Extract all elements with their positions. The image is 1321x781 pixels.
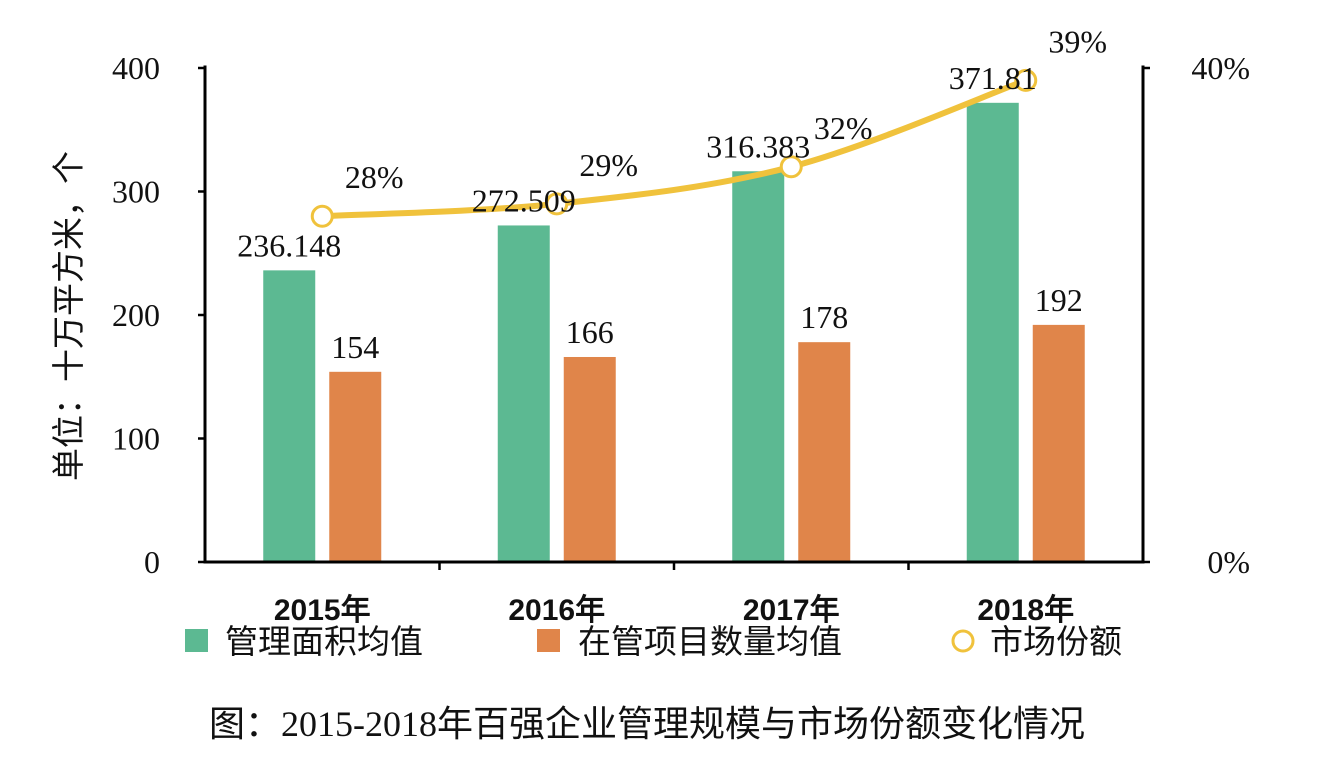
management-area-bar [263,270,316,562]
legend-swatch-project-count [537,629,560,652]
y-tick-label: 100 [112,421,160,457]
y2-tick-label: 40% [1191,50,1250,86]
market-share-value-label: 32% [814,110,873,146]
y2-tick-label: 0% [1207,544,1250,580]
legend-label-market-share: 市场份额 [990,623,1122,660]
market-share-value-label: 29% [579,147,638,183]
y-tick-label: 300 [112,174,160,210]
y-tick-label: 200 [112,297,160,333]
y-tick-label: 0 [144,544,160,580]
x-tick-label: 2017年 [743,594,840,627]
market-share-point [1014,68,1038,92]
management-area-value-label: 371.81 [949,60,1037,96]
project-count-bar [1032,324,1085,562]
project-count-bar [329,371,382,562]
legend-item-project-count: 在管项目数量均值 [537,623,842,660]
y-tick-label: 400 [112,50,160,86]
project-count-value-label: 166 [566,314,614,350]
management-area-value-label: 316.383 [706,128,810,164]
legend-label-project-count: 在管项目数量均值 [578,623,842,660]
management-area-bar [732,171,785,562]
y-axis-title: 单位：十万平方米，个 [50,151,87,481]
legend-swatch-management-area [185,629,208,652]
x-tick-label: 2016年 [508,594,605,627]
legend-item-management-area: 管理面积均值 [185,623,423,660]
legend: 管理面积均值 在管项目数量均值 市场份额 [185,623,1122,660]
management-area-value-label: 272.509 [472,182,576,218]
legend-marker-market-share [951,629,975,653]
legend-label-management-area: 管理面积均值 [225,623,423,660]
market-share-value-label: 28% [345,159,404,195]
data-labels-layer: 236.148 272.509 316.383 371.81 154 166 178 192 2… [237,23,1107,364]
ticks-layer: 0 100 200 300 400 0% 40% 2015年 2016年 2017年 2018年 [112,50,1250,627]
management-area-bar [497,225,550,562]
management-area-value-label: 236.148 [237,227,341,263]
market-share-point [545,192,569,216]
project-count-bar [563,356,616,562]
market-share-point [310,204,334,228]
project-count-value-label: 192 [1035,282,1083,318]
bars-layer [263,102,1085,563]
project-count-value-label: 154 [331,329,379,365]
project-count-bar [798,342,851,562]
x-tick-label: 2015年 [274,594,371,627]
x-tick-label: 2018年 [977,594,1074,627]
legend-item-market-share: 市场份额 [951,623,1122,660]
market-share-value-label: 39% [1048,23,1107,59]
figure-caption: 图：2015-2018年百强企业管理规模与市场份额变化情况 [209,704,1085,744]
project-count-value-label: 178 [800,299,848,335]
lines-layer [310,68,1038,228]
market-share-line [319,77,1029,220]
management-area-bar [966,102,1019,563]
market-share-point [779,155,803,179]
